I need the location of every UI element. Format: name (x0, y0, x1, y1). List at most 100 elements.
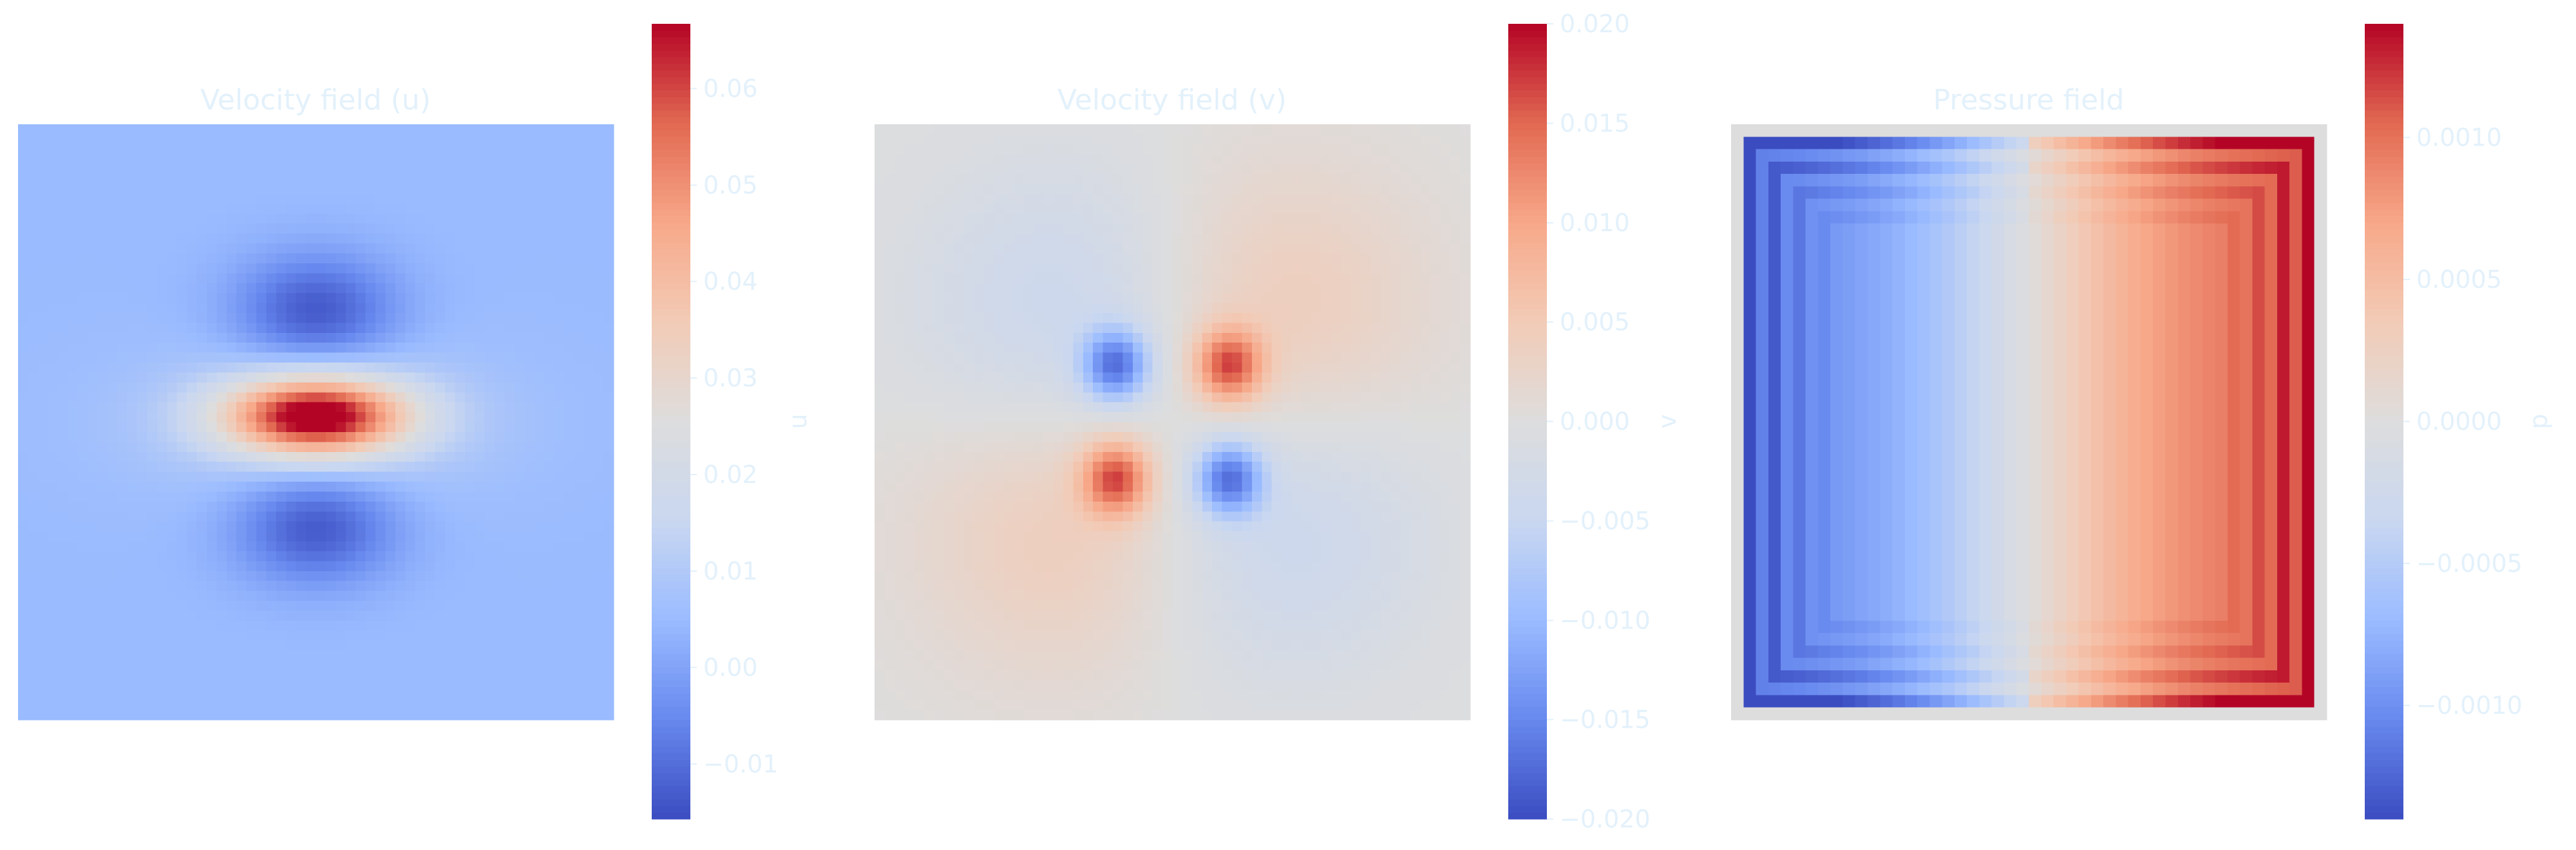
heatmap-cell (1013, 243, 1024, 254)
heatmap-cell (1410, 203, 1421, 214)
heatmap-cell (524, 273, 535, 284)
heatmap-cell (564, 471, 574, 482)
heatmap-cell (1460, 293, 1471, 304)
heatmap-cell (1073, 164, 1084, 175)
heatmap-cell (37, 581, 48, 592)
heatmap-cell (246, 372, 257, 383)
colorbar-tick-label: 0.00 (703, 654, 758, 682)
heatmap-cell (167, 223, 178, 234)
heatmap-cell (484, 620, 495, 631)
heatmap-cell (176, 323, 187, 334)
heatmap-cell (28, 124, 39, 135)
heatmap-cell (534, 263, 545, 274)
heatmap-cell (1370, 164, 1381, 175)
heatmap-cell (1251, 134, 1262, 145)
heatmap-cell (524, 253, 535, 264)
heatmap-cell (1232, 273, 1243, 284)
heatmap-cell (435, 263, 446, 274)
heatmap-cell (1073, 154, 1084, 165)
heatmap-cell (1132, 223, 1143, 234)
heatmap-cell (266, 551, 277, 562)
heatmap-cell (1162, 144, 1173, 155)
heatmap-cell (1182, 184, 1193, 194)
heatmap-cell (127, 164, 138, 175)
heatmap-cell (564, 184, 574, 194)
heatmap-cell (325, 134, 336, 145)
heatmap-cell (1212, 273, 1223, 284)
heatmap-cell (564, 372, 574, 383)
heatmap-cell (943, 253, 954, 264)
heatmap-cell (554, 233, 565, 244)
heatmap-cell (196, 154, 207, 165)
heatmap-cell (246, 610, 257, 621)
heatmap-cell (167, 561, 178, 572)
heatmap-cell (954, 144, 965, 155)
heatmap-cell (455, 203, 466, 214)
heatmap-cell (355, 323, 366, 334)
heatmap-cell (1083, 184, 1094, 194)
heatmap-cell (206, 511, 217, 522)
heatmap-cell (1172, 263, 1183, 274)
heatmap-cell (206, 581, 217, 592)
heatmap-cell (475, 601, 486, 612)
heatmap-cell (1301, 283, 1312, 294)
heatmap-cell (475, 511, 486, 522)
heatmap-cell (444, 660, 455, 671)
heatmap-cell (167, 213, 178, 224)
heatmap-cell (484, 670, 495, 681)
heatmap-cell (884, 303, 895, 314)
heatmap-cell (97, 521, 108, 532)
heatmap-cell (156, 640, 167, 651)
heatmap-cell (196, 482, 207, 493)
heatmap-cell (77, 422, 88, 433)
heatmap-cell (206, 531, 217, 542)
heatmap-cell (316, 541, 327, 552)
heatmap-cell (1122, 312, 1133, 323)
heatmap-cell (48, 561, 59, 572)
heatmap-cell (395, 392, 406, 403)
heatmap-cell (904, 273, 915, 284)
heatmap-cell (48, 352, 59, 363)
heatmap-cell (1311, 174, 1322, 185)
heatmap-cell (37, 491, 48, 502)
heatmap-cell (444, 124, 455, 135)
heatmap-cell (1222, 273, 1233, 284)
heatmap-cell (574, 363, 585, 373)
heatmap-cell (435, 323, 446, 334)
heatmap-cell (1242, 283, 1253, 294)
heatmap-cell (156, 363, 167, 373)
heatmap-cell (57, 124, 68, 135)
heatmap-cell (97, 223, 108, 234)
heatmap-cell (117, 193, 128, 204)
heatmap-cell (455, 312, 466, 323)
heatmap-cell (325, 243, 336, 254)
heatmap-cell (107, 660, 118, 671)
heatmap-cell (167, 343, 178, 354)
heatmap-cell (544, 323, 555, 334)
heatmap-cell (504, 571, 515, 581)
heatmap-cell (365, 442, 376, 453)
heatmap-cell (48, 471, 59, 482)
heatmap-cell (425, 124, 436, 135)
heatmap-cell (884, 223, 895, 234)
heatmap-cell (216, 134, 227, 145)
heatmap-cell (1083, 263, 1094, 274)
heatmap-cell (504, 323, 515, 334)
heatmap-cell (286, 213, 297, 224)
heatmap-cell (1073, 213, 1084, 224)
heatmap-cell (286, 134, 297, 145)
heatmap-cell (1311, 154, 1322, 165)
heatmap-cell (514, 680, 525, 691)
heatmap-cell (415, 203, 426, 214)
heatmap-cell (464, 610, 475, 621)
heatmap-cell (137, 462, 148, 473)
heatmap-cell (206, 164, 217, 175)
heatmap-cell (544, 640, 555, 651)
heatmap-cell (1331, 193, 1342, 204)
heatmap-cell (68, 561, 79, 572)
heatmap-cell (206, 462, 217, 473)
heatmap-cell (1113, 144, 1124, 155)
heatmap-cell (914, 253, 925, 264)
heatmap-cell (524, 710, 535, 721)
heatmap-cell (375, 531, 386, 542)
